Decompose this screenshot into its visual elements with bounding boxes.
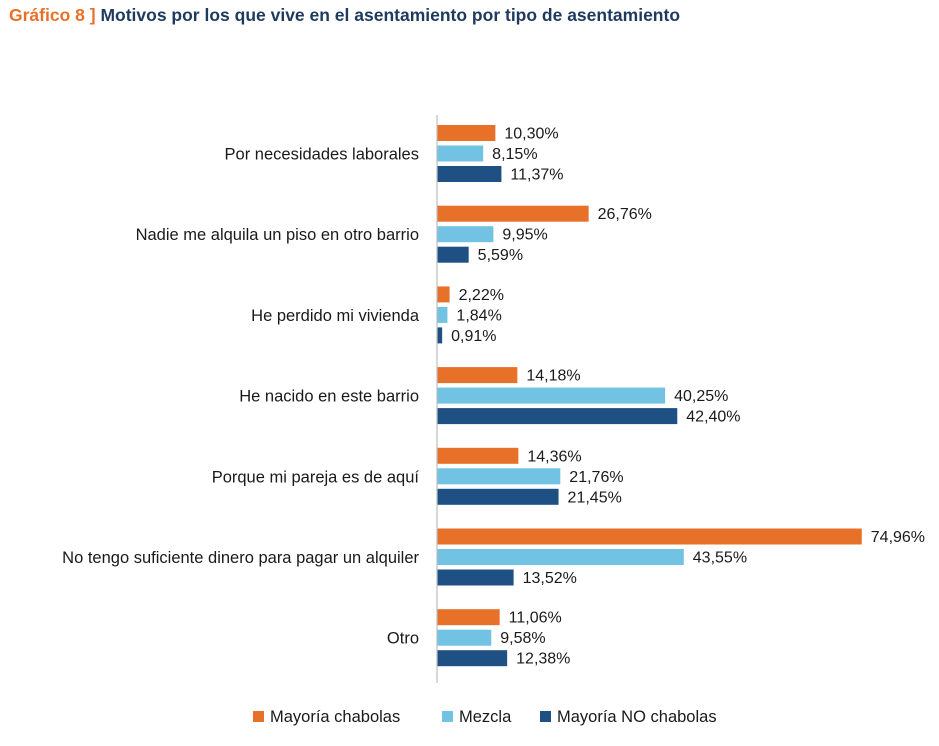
category-label-1: Por necesidades laborales [225, 146, 419, 164]
value-label-1-series-3: 11,37% [510, 167, 563, 184]
bar-5-series-1 [437, 447, 519, 464]
legend-label-3: Mayoría NO chabolas [557, 708, 717, 726]
bar-2-series-3 [437, 246, 469, 263]
bar-3-series-1 [437, 286, 450, 303]
category-labels: Por necesidades laborales Nadie me alquil… [62, 146, 420, 648]
value-label-2-series-1: 26,76% [598, 206, 652, 223]
legend-label-1: Mayoría chabolas [270, 708, 400, 726]
bar-7-series-2 [437, 629, 492, 646]
bar-6-series-2 [437, 549, 684, 565]
bar-4-series-3 [437, 408, 678, 425]
category-label-7: Otro [387, 630, 419, 648]
bar-1-series-1 [437, 125, 496, 141]
value-label-3-series-3: 0,91% [451, 328, 496, 345]
bar-5-series-2 [437, 468, 561, 485]
legend-label-2: Mezcla [459, 708, 512, 726]
bar-4-series-2 [437, 387, 666, 404]
value-label-2-series-2: 9,95% [502, 227, 547, 244]
value-labels: 10,30% 8,15% 11,37% 26,76% 9,95% 5,59% 2,22% 1,… [451, 126, 925, 668]
value-label-4-series-3: 42,40% [686, 409, 740, 426]
bar-3-series-2 [437, 306, 448, 323]
category-label-4: He nacido en este barrio [239, 388, 419, 406]
value-label-6-series-3: 13,52% [523, 570, 577, 587]
value-label-1-series-2: 8,15% [492, 146, 537, 163]
category-label-5: Porque mi pareja es de aquí [212, 468, 420, 486]
bar-7-series-3 [437, 650, 508, 667]
bar-7-series-1 [437, 609, 500, 626]
value-label-7-series-3: 12,38% [516, 651, 570, 668]
chart-number: Gráfico 8 [9, 5, 85, 25]
bar-6-series-3 [437, 569, 514, 586]
bar-4-series-1 [437, 367, 518, 384]
value-label-3-series-1: 2,22% [459, 287, 504, 304]
legend-swatch-2 [442, 711, 453, 722]
legend-swatch-3 [540, 711, 551, 722]
bar-2-series-1 [437, 205, 589, 222]
value-label-1-series-1: 10,30% [504, 126, 558, 143]
value-label-6-series-2: 43,55% [693, 550, 747, 567]
value-label-4-series-2: 40,25% [674, 388, 728, 405]
category-label-3: He perdido mi vivienda [251, 307, 420, 325]
value-label-5-series-3: 21,45% [568, 489, 622, 506]
legend-swatch-1 [253, 711, 264, 722]
value-label-3-series-2: 1,84% [456, 307, 501, 324]
bar-2-series-2 [437, 226, 494, 243]
bar-3-series-3 [437, 327, 443, 344]
title-separator: ] [89, 5, 96, 25]
bar-5-series-3 [437, 488, 559, 505]
value-label-4-series-1: 14,18% [526, 368, 580, 385]
bar-1-series-2 [437, 145, 484, 162]
chart-title: Gráfico 8 ] Motivos por los que vive en … [9, 5, 680, 26]
chart-title-text: Motivos por los que vive en el asentamie… [100, 5, 681, 25]
bar-1-series-3 [437, 166, 502, 182]
value-label-7-series-1: 11,06% [509, 610, 562, 627]
value-label-6-series-1: 74,96% [871, 529, 925, 546]
legend: Mayoría chabolas Mezcla Mayoría NO chabola… [253, 708, 717, 726]
value-label-2-series-3: 5,59% [478, 247, 523, 264]
bar-6-series-1 [437, 528, 862, 545]
bars-group [437, 125, 862, 667]
value-label-7-series-2: 9,58% [500, 630, 545, 647]
value-label-5-series-2: 21,76% [569, 469, 623, 486]
category-label-6: No tengo suficiente dinero para pagar un… [62, 549, 419, 567]
category-label-2: Nadie me alquila un piso en otro barrio [136, 226, 419, 244]
value-label-5-series-1: 14,36% [527, 448, 581, 465]
